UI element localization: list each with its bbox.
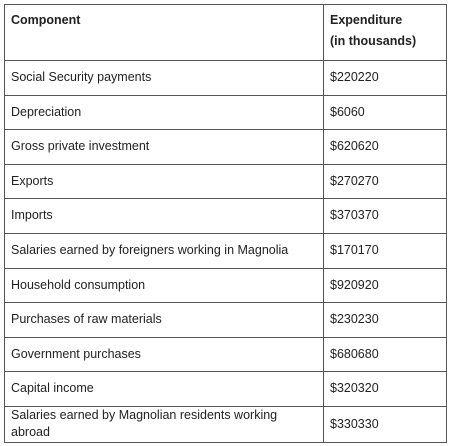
component-cell: Social Security payments [4,60,324,96]
component-cell: Government purchases [4,336,324,373]
expenditure-cell: $230230 [323,302,447,338]
header-component-label: Component [11,13,81,27]
expenditure-cell: $270270 [323,163,447,200]
expenditure-cell: $320320 [323,371,447,407]
expenditure-cell: $680680 [323,336,447,373]
component-cell: Salaries earned by foreigners working in… [4,232,324,269]
header-expenditure-line2: (in thousands) [330,34,417,48]
expenditure-cell: $330330 [323,405,447,443]
component-cell: Imports [4,198,324,234]
expenditure-cell: $220220 [323,60,447,96]
header-component: Component [4,4,324,61]
table-row: Government purchases $680680 [4,336,447,373]
table-row: Depreciation $6060 [4,94,447,131]
component-cell: Exports [4,163,324,200]
component-cell: Household consumption [4,267,324,304]
expenditure-table-container: Component Expenditure (in thousands) Soc… [4,4,447,443]
header-expenditure: Expenditure (in thousands) [323,4,447,61]
table-row: Purchases of raw materials $230230 [4,302,447,338]
table-row: Exports $270270 [4,163,447,200]
expenditure-cell: $170170 [323,232,447,269]
component-cell: Capital income [4,371,324,407]
table-row: Household consumption $920920 [4,267,447,304]
table-row: Social Security payments $220220 [4,60,447,96]
expenditure-cell: $370370 [323,198,447,234]
table-row: Gross private investment $620620 [4,129,447,165]
table-row: Capital income $320320 [4,371,447,407]
table-row: Salaries earned by foreigners working in… [4,232,447,269]
component-cell: Purchases of raw materials [4,302,324,338]
expenditure-table: Component Expenditure (in thousands) Soc… [4,4,447,443]
component-cell: Salaries earned by Magnolian residents w… [4,405,324,443]
expenditure-cell: $920920 [323,267,447,304]
component-cell: Depreciation [4,94,324,131]
expenditure-cell: $6060 [323,94,447,131]
header-expenditure-line1: Expenditure [330,13,403,27]
table-row: Salaries earned by Magnolian residents w… [4,405,447,443]
table-row: Imports $370370 [4,198,447,234]
component-cell: Gross private investment [4,129,324,165]
expenditure-cell: $620620 [323,129,447,165]
table-header-row: Component Expenditure (in thousands) [4,4,447,61]
